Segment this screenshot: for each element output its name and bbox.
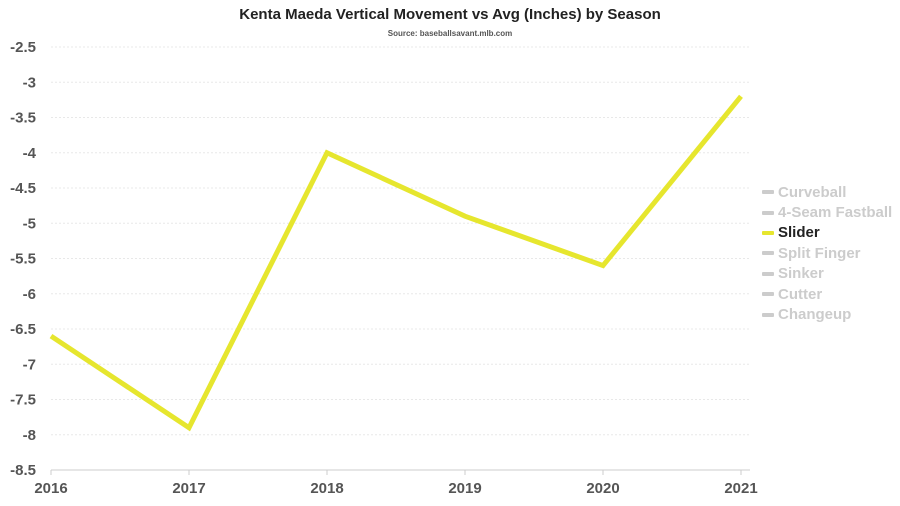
legend-label: Changeup [778, 306, 852, 324]
legend-label: 4-Seam Fastball [778, 204, 893, 222]
y-tick-label: -8 [23, 427, 36, 444]
legend-item-slider[interactable]: Slider [762, 223, 892, 243]
y-tick-label: -6.5 [10, 321, 36, 338]
x-tick-label: 2018 [310, 480, 343, 497]
legend-swatch [762, 292, 774, 297]
legend-swatch [762, 210, 774, 215]
y-tick-label: -2.5 [10, 39, 36, 56]
chart-title: Kenta Maeda Vertical Movement vs Avg (In… [239, 6, 661, 23]
legend-label: Sinker [778, 265, 824, 283]
x-tick-label: 2017 [172, 480, 205, 497]
y-tick-label: -7 [23, 356, 36, 373]
y-tick-label: -8.5 [10, 462, 36, 479]
y-tick-label: -6 [23, 286, 36, 303]
y-tick-label: -4 [23, 145, 37, 162]
x-axis-ticks: 2016 2017 2018 2019 2020 2021 [34, 470, 758, 497]
series-line-slider[interactable] [49, 94, 743, 432]
legend-label: Split Finger [778, 244, 861, 262]
legend-label: Slider [778, 224, 820, 242]
chart-subtitle: Source: baseballsavant.mlb.com [387, 29, 513, 38]
x-tick-label: 2021 [724, 480, 757, 497]
x-tick-label: 2019 [448, 480, 481, 497]
y-tick-label: -5 [23, 215, 36, 232]
y-tick-label: -3 [23, 74, 36, 91]
y-tick-label: -5.5 [10, 251, 36, 268]
series-lines [49, 94, 743, 432]
legend-item-split-finger[interactable]: Split Finger [762, 243, 892, 263]
legend-item-changeup[interactable]: Changeup [762, 304, 892, 324]
x-tick-label: 2020 [586, 480, 619, 497]
legend-item-curveball[interactable]: Curveball [762, 182, 892, 202]
legend-swatch [762, 251, 774, 256]
legend-swatch [762, 312, 774, 317]
legend-swatch [762, 230, 774, 235]
legend-label: Curveball [778, 183, 847, 201]
y-axis-ticks: -2.5 -3 -3.5 -4 -4.5 -5 -5.5 -6 -6.5 -7 -7.5 -8 -8.5 [10, 39, 37, 479]
y-tick-label: -3.5 [10, 110, 36, 127]
x-tick-label: 2016 [34, 480, 67, 497]
legend: Curveball 4-Seam Fastball Slider Split Fing… [762, 182, 892, 325]
legend-swatch [762, 271, 774, 276]
legend-label: Cutter [778, 285, 823, 303]
legend-item-4-seam-fastball[interactable]: 4-Seam Fastball [762, 202, 892, 222]
legend-swatch [762, 190, 774, 195]
y-tick-label: -4.5 [10, 180, 36, 197]
legend-item-cutter[interactable]: Cutter [762, 284, 892, 304]
y-tick-label: -7.5 [10, 392, 36, 409]
legend-item-sinker[interactable]: Sinker [762, 264, 892, 284]
